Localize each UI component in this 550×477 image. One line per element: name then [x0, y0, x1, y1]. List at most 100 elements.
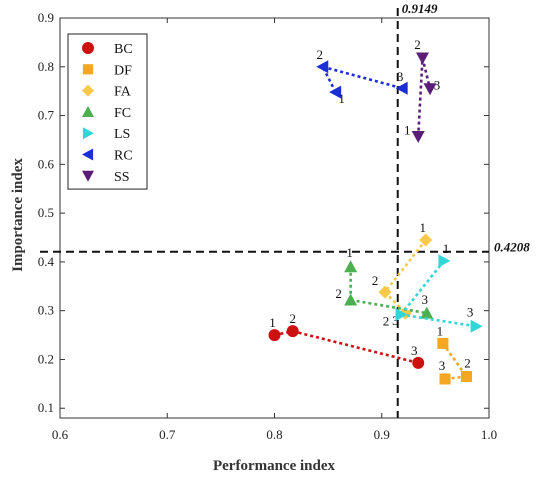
- y-axis-title: Importance index: [10, 158, 26, 272]
- legend-box: [67, 33, 148, 190]
- legend-label: LS: [114, 127, 130, 142]
- y-tick-label: 0.6: [38, 156, 55, 171]
- y-tick-label: 0.5: [38, 205, 54, 220]
- data-point: [268, 329, 281, 342]
- legend-marker: [82, 64, 94, 75]
- data-point: [419, 233, 433, 247]
- series-bc: 1 23: [268, 311, 425, 369]
- x-tick-label: 0.6: [52, 427, 69, 442]
- point-label: 2: [317, 47, 324, 62]
- legend-entry-ss: SS: [82, 170, 130, 185]
- y-tick-label: 0.7: [38, 108, 55, 123]
- series-connector-line: [322, 65, 403, 90]
- series-df: 1 2 3: [437, 323, 473, 385]
- legend-entry-ls: LS: [82, 127, 130, 142]
- point-label: 3: [397, 69, 404, 84]
- y-tick-label: 0.3: [38, 303, 54, 318]
- y-tick-label: 0.8: [38, 59, 54, 74]
- x-tick-label: 0.7: [159, 427, 176, 442]
- legend-marker: [82, 84, 94, 97]
- data-point: [286, 325, 299, 338]
- legend-marker: [82, 105, 94, 117]
- legend-entry-bc: BC: [82, 42, 133, 57]
- point-label: 1: [443, 241, 450, 256]
- data-point: [470, 319, 483, 333]
- series-fc: 1 2 3: [335, 245, 434, 319]
- legend-marker: [82, 127, 94, 140]
- point-label: 2: [335, 286, 342, 301]
- point-label: 2: [372, 273, 379, 288]
- data-point: [329, 85, 342, 99]
- data-point: [423, 83, 437, 96]
- data-point: [344, 260, 358, 273]
- point-label: 3: [392, 313, 399, 328]
- series-connector-line: [383, 239, 427, 293]
- data-point: [412, 356, 425, 369]
- y-tick-label: 0.1: [38, 400, 54, 415]
- point-label: 2: [464, 356, 471, 371]
- point-label: 2: [289, 311, 296, 326]
- axes: 0.6 0.7 0.8 0.9 1.0 0.1 0.2 0.3 0.4 0.5 0.6 0.7 0.8 0…: [38, 10, 497, 442]
- data-point: [460, 371, 473, 383]
- series-ls: 123: [383, 241, 483, 333]
- point-label: 3: [411, 343, 418, 358]
- legend-entry-rc: RC: [82, 148, 133, 164]
- point-label: 3: [467, 304, 474, 319]
- series-ss: 1 2 3: [404, 37, 441, 144]
- point-label: 3: [434, 78, 441, 93]
- reference-lines: 0.9149 0.4208: [40, 1, 530, 418]
- legend-label: SS: [114, 170, 130, 185]
- legend-marker: [82, 170, 94, 182]
- point-label: 1: [346, 245, 353, 260]
- x-tick-label: 0.8: [266, 427, 282, 442]
- point-label: 1: [419, 220, 426, 235]
- data-point: [411, 131, 425, 144]
- point-label: 1: [338, 91, 345, 106]
- data-point: [416, 52, 430, 65]
- legend: BC DF FA FC LS RC SS: [67, 33, 148, 190]
- data-point: [395, 308, 408, 322]
- point-label: 2: [383, 314, 390, 329]
- horizontal-threshold-label: 0.4208: [494, 239, 530, 254]
- point-label: 1: [437, 323, 444, 338]
- data-point: [420, 306, 434, 319]
- series-connector-line: [400, 313, 477, 328]
- x-tick-label: 0.9: [374, 427, 390, 442]
- data-point: [438, 254, 451, 268]
- series-connector-line: [321, 66, 337, 93]
- point-label: 1: [404, 123, 411, 138]
- legend-marker: [82, 148, 94, 161]
- data-point: [316, 60, 329, 74]
- legend-label: RC: [114, 149, 133, 164]
- data-point: [437, 337, 449, 349]
- point-label: 2: [414, 37, 421, 52]
- x-tick-label: 1.0: [481, 427, 497, 442]
- vertical-threshold-label: 0.9149: [402, 1, 438, 16]
- legend-label: BC: [114, 42, 133, 57]
- data-point: [439, 373, 451, 385]
- legend-entry-fa: FA: [82, 84, 132, 100]
- legend-label: FC: [114, 106, 131, 121]
- series-connector-line: [384, 291, 407, 315]
- point-label: 3: [439, 358, 446, 373]
- series-rc: 1 2 3: [316, 47, 408, 106]
- legend-label: FA: [114, 85, 132, 100]
- y-tick-label: 0.4: [38, 254, 55, 269]
- y-tick-label: 0.2: [38, 351, 54, 366]
- legend-entry-fc: FC: [82, 105, 131, 121]
- series-connector-line: [350, 298, 428, 315]
- point-label: 3: [422, 292, 429, 307]
- data-point: [344, 293, 358, 306]
- series-fa: 123: [372, 220, 433, 328]
- point-label: 1: [269, 315, 276, 330]
- series-connector-line: [441, 342, 468, 378]
- data-point: [395, 81, 408, 95]
- series-connector-line: [416, 57, 424, 137]
- legend-entry-df: DF: [82, 63, 132, 78]
- legend-label: DF: [114, 63, 132, 78]
- data-point: [378, 285, 392, 299]
- legend-marker: [82, 42, 94, 54]
- y-tick-label: 0.9: [38, 10, 54, 25]
